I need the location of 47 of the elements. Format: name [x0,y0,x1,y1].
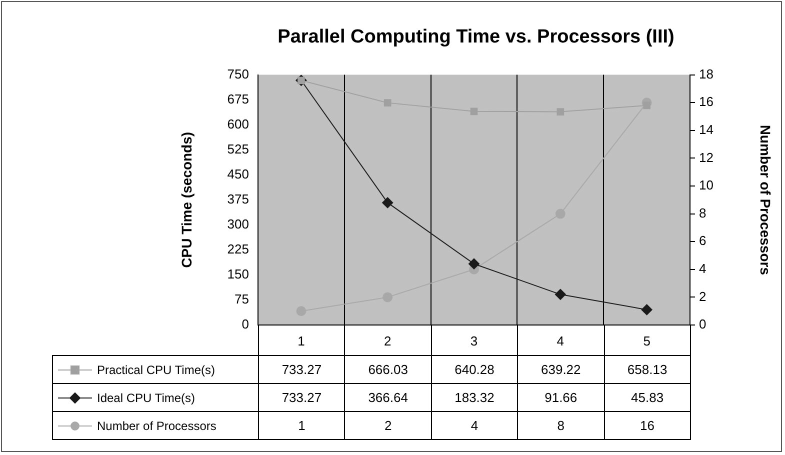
y-tick-label: 300 [227,216,249,232]
y2-tick-label: 0 [699,316,706,332]
data-label: 45.83 [604,383,691,412]
y-tick-label: 750 [227,66,249,82]
legend-label: Ideal CPU Time(s) [97,390,196,404]
y-axis-title: CPU Time (seconds) [178,132,194,268]
legend-label: Number of Processors [97,418,216,432]
data-label: 639.22 [517,355,605,384]
x-tick-label: 4 [556,333,564,348]
x-tick-label: 2 [384,333,392,348]
data-label: 658.13 [604,355,691,384]
y2-tick-label: 10 [699,178,714,193]
y2-tick-label: 2 [699,288,706,304]
data-label: 733.27 [258,355,346,384]
data-label: 733.27 [258,383,346,412]
y-tick-label: 75 [234,292,249,307]
data-label: 91.66 [517,383,605,412]
data-label: 640.28 [430,355,518,384]
data-label: 183.32 [430,383,518,412]
data-label: 16 [604,411,691,440]
y-tick-label: 225 [227,242,249,257]
y2-tick-label: 6 [699,233,706,248]
y2-tick-label: 14 [699,122,714,137]
x-tick-label: 1 [298,333,305,348]
data-label: 366.64 [344,383,432,412]
x-tick-label: 5 [643,333,650,348]
data-label: 2 [344,411,432,440]
y2-tick-label: 12 [699,150,714,165]
y-tick-label: 0 [242,316,249,332]
y-tick-label: 450 [227,166,249,182]
y2-axis-title: Number of Processors [758,124,774,276]
chart-title: Parallel Computing Time vs. Processors (III) [278,26,674,48]
y2-tick-label: 16 [699,94,714,110]
y2-tick-label: 4 [699,260,706,276]
data-label: 8 [517,411,605,440]
data-label: 1 [258,411,346,440]
legend-label: Practical CPU Time(s) [97,362,216,376]
y-tick-label: 375 [227,191,249,206]
data-label: 666.03 [344,355,432,384]
x-tick-label: 3 [470,333,478,348]
y-tick-label: 525 [227,141,249,156]
data-label: 4 [430,411,518,440]
y2-tick-label: 8 [699,205,706,220]
y-tick-label: 675 [227,91,249,106]
y2-tick-label: 18 [699,66,714,82]
y-tick-label: 600 [227,116,249,132]
y-tick-label: 150 [227,266,249,282]
